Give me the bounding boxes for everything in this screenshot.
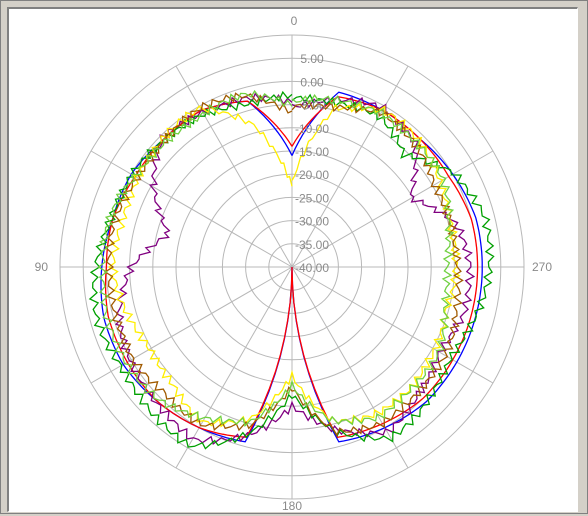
angle-label: 90 (35, 260, 49, 274)
radial-tick-label: -35.00 (295, 238, 329, 252)
series-line (88, 90, 495, 450)
angle-gridline (90, 150, 293, 268)
polar-chart: 5.00 0.00 -5.00 -10.00 -15.00 -20.00 -25.00 -30… (35, 14, 553, 513)
series-line (108, 102, 461, 428)
radial-tick-label: -5.00 (298, 99, 326, 113)
radial-tick-label: 0.00 (300, 75, 324, 89)
plot-panel: 5.00 0.00 -5.00 -10.00 -15.00 -20.00 -25.00 -30… (7, 7, 578, 513)
radial-tick-label: 5.00 (300, 52, 324, 66)
angle-label: 0 (291, 14, 298, 28)
angle-gridline (291, 266, 409, 469)
angle-gridline (291, 266, 494, 384)
angle-gridline (175, 266, 293, 469)
radial-tick-label: -20.00 (295, 168, 329, 182)
radial-tick-label: -40.00 (295, 261, 329, 275)
series-group (88, 89, 495, 450)
series-line (114, 92, 476, 445)
radial-tick-label: -25.00 (295, 191, 329, 205)
series-line (103, 92, 464, 437)
radial-tick-label: -30.00 (295, 215, 329, 229)
radial-tick-labels: 5.00 0.00 -5.00 -10.00 -15.00 -20.00 -25.00 -30… (295, 52, 329, 275)
angle-gridline (291, 150, 494, 268)
angle-label: 180 (282, 499, 302, 511)
radial-tick-label: -15.00 (295, 145, 329, 159)
series-line (97, 89, 455, 427)
angle-label: 270 (532, 260, 552, 274)
angle-gridline (175, 65, 293, 268)
angle-gridline (291, 65, 409, 268)
radial-tick-label: -10.00 (295, 122, 329, 136)
angle-labels: 0 90 180 270 (35, 14, 553, 513)
